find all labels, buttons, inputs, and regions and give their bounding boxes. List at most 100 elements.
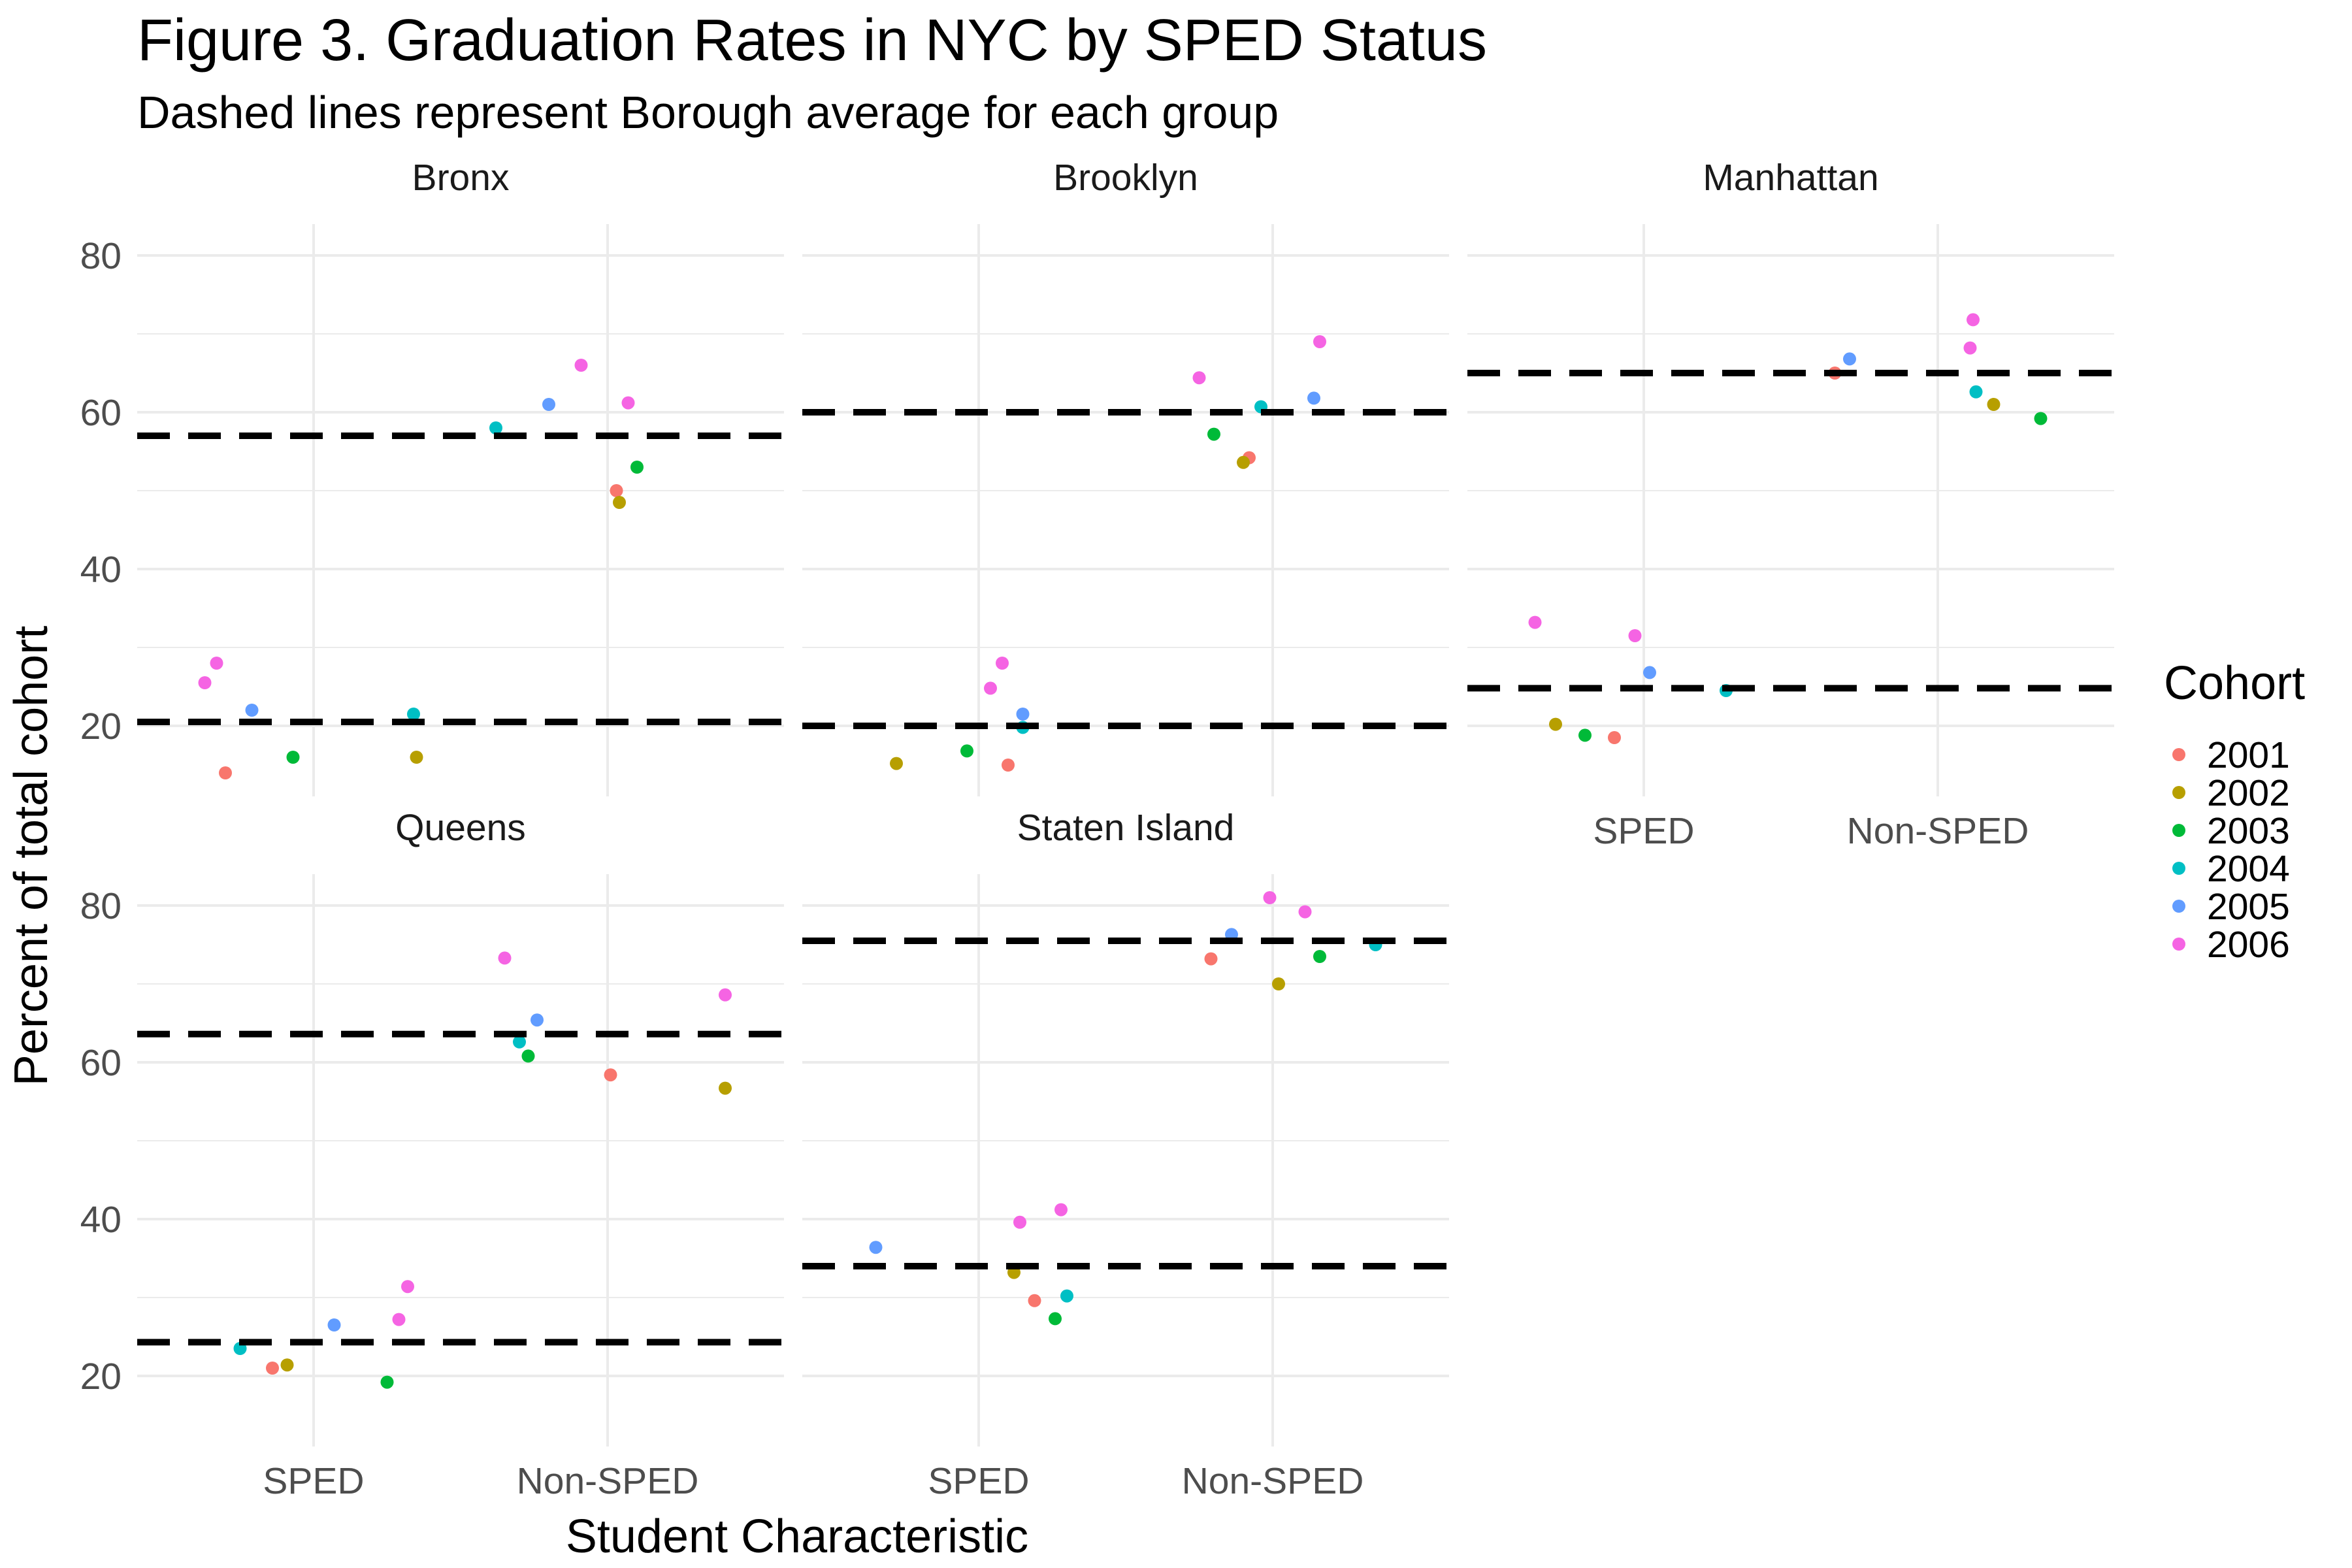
data-point-manhattan-2001 xyxy=(1608,731,1621,744)
y-tick-label: 40 xyxy=(80,1199,122,1241)
legend-key-2004 xyxy=(2172,862,2185,875)
legend-label-2004: 2004 xyxy=(2207,848,2290,890)
data-point-brooklyn-2002 xyxy=(890,757,903,770)
data-point-manhattan-2003 xyxy=(1578,728,1592,742)
data-point-queens-2002 xyxy=(280,1358,294,1372)
data-point-bronx-2006 xyxy=(198,676,212,689)
legend-title: Cohort xyxy=(2164,657,2305,710)
chart-title: Figure 3. Graduation Rates in NYC by SPE… xyxy=(137,8,1487,73)
data-point-brooklyn-2005 xyxy=(1016,708,1030,721)
y-tick-label: 60 xyxy=(80,1042,122,1084)
data-point-staten-island-2006 xyxy=(1298,905,1312,919)
data-point-bronx-2005 xyxy=(542,398,555,411)
legend-key-2003 xyxy=(2172,824,2185,837)
data-point-manhattan-2006 xyxy=(1528,615,1542,629)
data-point-queens-2005 xyxy=(327,1318,341,1331)
data-point-queens-2001 xyxy=(604,1068,617,1082)
data-point-queens-2002 xyxy=(719,1081,732,1095)
data-point-bronx-2003 xyxy=(286,751,300,764)
data-point-staten-island-2001 xyxy=(1204,952,1218,966)
legend-key-2001 xyxy=(2172,748,2185,761)
data-point-bronx-2005 xyxy=(245,704,259,717)
data-point-brooklyn-2005 xyxy=(1307,391,1320,405)
data-point-manhattan-2005 xyxy=(1843,352,1856,366)
data-point-bronx-2001 xyxy=(610,484,623,497)
data-point-staten-island-2005 xyxy=(869,1241,883,1254)
legend-label-2002: 2002 xyxy=(2207,772,2290,814)
data-point-manhattan-2002 xyxy=(1987,398,2001,411)
data-point-queens-2003 xyxy=(521,1049,535,1063)
x-tick-label-sped: SPED xyxy=(928,1460,1029,1502)
data-point-brooklyn-2003 xyxy=(960,744,973,758)
legend-label-2006: 2006 xyxy=(2207,924,2290,966)
data-point-manhattan-2006 xyxy=(1967,313,1980,327)
data-point-brooklyn-2006 xyxy=(984,681,997,695)
legend-key-2005 xyxy=(2172,900,2185,913)
panel-title-brooklyn: Brooklyn xyxy=(1053,157,1198,199)
data-point-bronx-2002 xyxy=(613,496,626,509)
y-axis-title: Percent of total cohort xyxy=(5,626,57,1086)
data-point-bronx-2001 xyxy=(219,766,232,779)
y-tick-label: 20 xyxy=(80,1356,122,1397)
data-point-bronx-2006 xyxy=(621,396,635,410)
data-point-brooklyn-2006 xyxy=(996,657,1009,670)
panel-title-bronx: Bronx xyxy=(412,157,510,199)
y-tick-label: 40 xyxy=(80,549,122,591)
legend-key-2006 xyxy=(2172,938,2185,951)
data-point-staten-island-2006 xyxy=(1054,1203,1068,1217)
x-tick-label-sped: SPED xyxy=(263,1460,364,1502)
data-point-bronx-2006 xyxy=(210,657,223,670)
data-point-brooklyn-2001 xyxy=(1002,759,1015,772)
data-point-staten-island-2003 xyxy=(1313,950,1326,963)
x-tick-label-sped: SPED xyxy=(1593,810,1694,852)
panel-bronx: Bronx 20 40 60 80 xyxy=(80,157,784,796)
data-point-manhattan-2006 xyxy=(1963,341,1977,355)
x-tick-label-non-sped: Non-SPED xyxy=(1182,1460,1364,1502)
data-point-brooklyn-2003 xyxy=(1207,427,1220,441)
data-point-queens-2006 xyxy=(498,951,512,965)
chart-subtitle: Dashed lines represent Borough average f… xyxy=(137,87,1279,138)
panel-staten-island: Staten Island SPED Non-SPED xyxy=(802,807,1449,1502)
data-point-staten-island-2006 xyxy=(1263,891,1277,904)
data-point-brooklyn-2002 xyxy=(1237,455,1250,469)
panel-queens: Queens 20 40 60 80 SPED Non-SPED xyxy=(80,807,784,1502)
data-point-queens-2006 xyxy=(401,1280,414,1294)
data-point-bronx-2006 xyxy=(574,359,588,372)
data-point-bronx-2004 xyxy=(489,421,502,434)
data-point-staten-island-2003 xyxy=(1049,1312,1062,1326)
legend-key-2002 xyxy=(2172,786,2185,799)
data-point-staten-island-2002 xyxy=(1272,977,1285,990)
data-point-manhattan-2003 xyxy=(2034,412,2048,425)
data-point-staten-island-2004 xyxy=(1060,1289,1073,1303)
data-point-brooklyn-2006 xyxy=(1313,335,1326,348)
data-point-queens-2006 xyxy=(392,1313,406,1326)
x-axis-title: Student Characteristic xyxy=(566,1511,1028,1563)
panel-manhattan: Manhattan SPED Non-SPED xyxy=(1467,157,2114,852)
x-tick-label-non-sped: Non-SPED xyxy=(517,1460,699,1502)
y-tick-label: 20 xyxy=(80,706,122,747)
y-tick-label: 60 xyxy=(80,392,122,434)
data-point-queens-2003 xyxy=(380,1375,394,1389)
data-point-bronx-2004 xyxy=(407,708,420,721)
facet-panels: Bronx 20 40 60 80 Brooklyn Manhattan SPED Non-SP… xyxy=(80,157,2114,1502)
data-point-manhattan-2004 xyxy=(1969,385,1983,399)
data-point-manhattan-2002 xyxy=(1549,717,1562,731)
legend-label-2005: 2005 xyxy=(2207,886,2290,928)
data-point-queens-2001 xyxy=(266,1362,279,1375)
data-point-bronx-2003 xyxy=(630,461,644,474)
panel-brooklyn: Brooklyn xyxy=(802,157,1449,796)
legend-label-2003: 2003 xyxy=(2207,810,2290,852)
panel-title-queens: Queens xyxy=(395,807,526,849)
data-point-manhattan-2005 xyxy=(1643,666,1656,679)
data-point-queens-2006 xyxy=(719,988,732,1002)
data-point-queens-2004 xyxy=(513,1035,526,1049)
y-tick-label: 80 xyxy=(80,235,122,277)
data-point-staten-island-2001 xyxy=(1028,1294,1041,1307)
panel-title-staten-island: Staten Island xyxy=(1017,807,1235,849)
data-point-brooklyn-2006 xyxy=(1192,371,1206,385)
panel-title-manhattan: Manhattan xyxy=(1703,157,1878,199)
